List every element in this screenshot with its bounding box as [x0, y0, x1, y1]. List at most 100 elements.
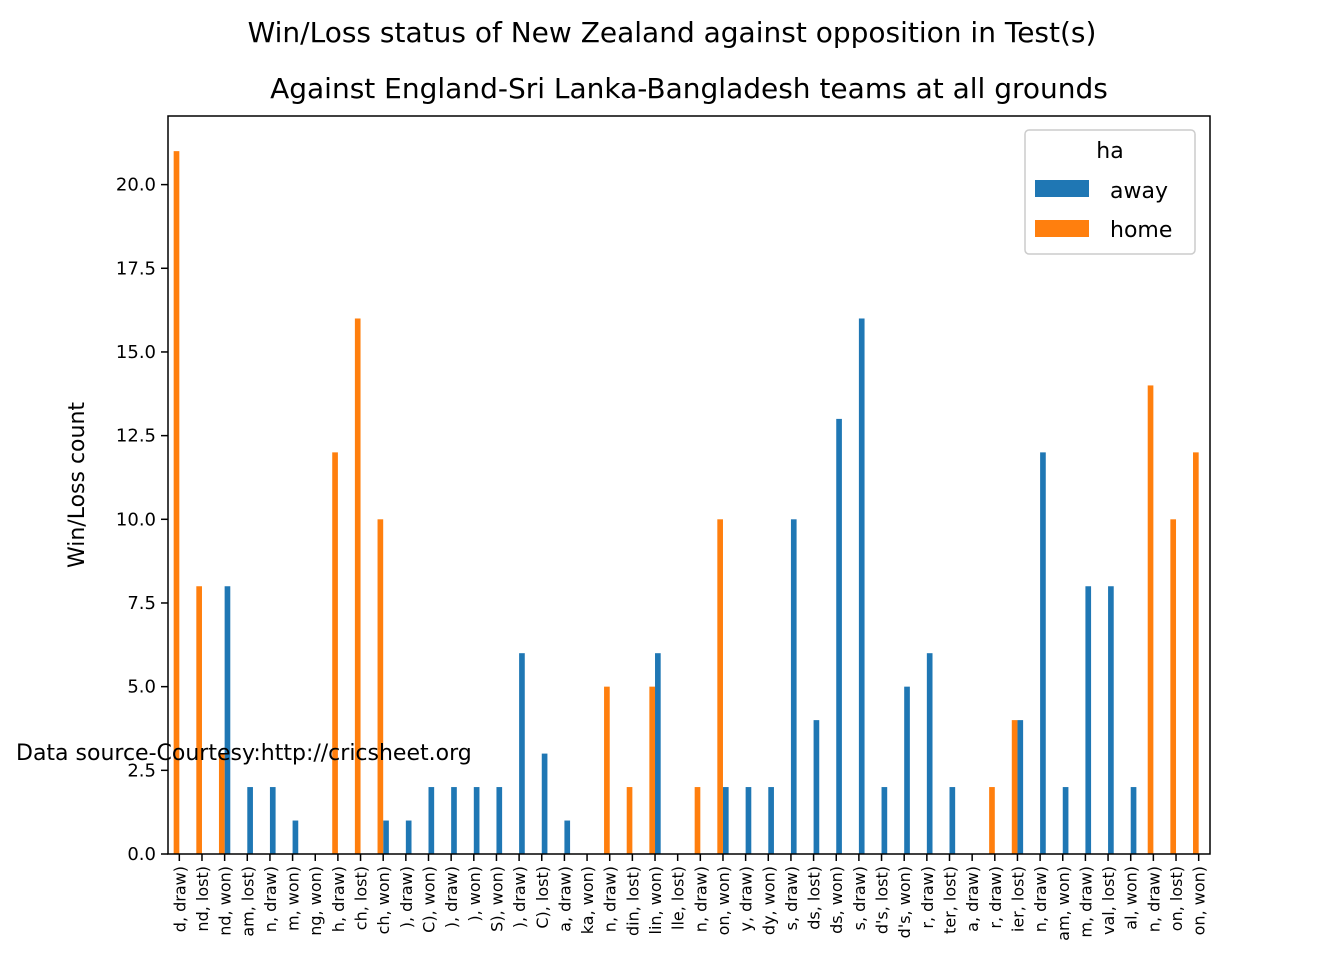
- y-tick-label-2: 5.0: [127, 677, 156, 698]
- x-tick-label-13: ), won): [465, 866, 484, 922]
- bar-home-0: [173, 151, 180, 855]
- bar-home-23: [694, 787, 701, 854]
- bar-home-19: [604, 686, 610, 854]
- x-tick-label-33: r, draw): [918, 866, 937, 929]
- x-tick-label-28: ds, lost): [805, 866, 824, 930]
- bar-away-38: [1040, 452, 1046, 854]
- x-tick-label-39: am, won): [1054, 866, 1073, 941]
- bar-away-4: [269, 787, 276, 854]
- legend-swatch-home: [1035, 220, 1089, 237]
- x-tick-label-42: al, won): [1122, 866, 1141, 930]
- bar-home-36: [989, 787, 995, 854]
- x-tick-label-27: s, draw): [782, 866, 801, 930]
- x-tick-label-0: d, draw): [170, 866, 189, 932]
- bar-away-15: [519, 653, 525, 854]
- x-tick-label-45: on, won): [1190, 866, 1209, 935]
- y-tick-label-7: 17.5: [116, 258, 156, 279]
- x-tick-label-38: n, draw): [1031, 866, 1050, 932]
- x-tick-label-2: nd, won): [216, 866, 235, 936]
- bar-away-2: [224, 586, 231, 854]
- x-tick-label-26: dy, won): [759, 866, 778, 935]
- x-tick-label-31: d's, lost): [873, 866, 892, 934]
- x-tick-label-19: n, draw): [601, 866, 620, 932]
- legend-label-away: away: [1110, 179, 1168, 204]
- x-tick-label-40: m, draw): [1076, 866, 1095, 938]
- x-tick-label-22: lle, lost): [669, 866, 688, 930]
- bar-away-33: [926, 653, 933, 854]
- bar-away-26: [768, 787, 774, 854]
- y-tick-label-5: 12.5: [116, 426, 156, 447]
- x-tick-label-20: din, lost): [623, 866, 642, 936]
- chart-subtitle: Against England-Sri Lanka-Bangladesh tea…: [270, 72, 1108, 105]
- y-tick-label-8: 20.0: [116, 175, 156, 196]
- x-tick-label-21: lin, won): [646, 866, 665, 934]
- x-tick-label-41: val, lost): [1099, 866, 1118, 935]
- bar-home-44: [1170, 519, 1177, 854]
- y-tick-label-0: 0.0: [127, 844, 156, 865]
- bar-away-12: [451, 787, 457, 854]
- legend-swatch-away: [1035, 180, 1089, 197]
- bar-home-7: [332, 452, 338, 854]
- y-tick-label-3: 7.5: [127, 593, 156, 614]
- legend: ha away home: [1024, 129, 1196, 255]
- x-tick-label-4: n, draw): [261, 866, 280, 932]
- x-axis: d, draw) nd, lost) nd, won) am, lost) n, dra…: [170, 854, 1209, 941]
- bar-away-17: [564, 820, 571, 854]
- x-tick-label-5: m, won): [284, 866, 303, 931]
- x-tick-label-34: ter, lost): [941, 866, 960, 934]
- bar-home-20: [626, 787, 633, 854]
- x-tick-label-44: on, lost): [1167, 866, 1186, 931]
- bar-home-9: [377, 519, 384, 854]
- x-tick-label-7: h, draw): [329, 866, 348, 932]
- y-axis-label: Win/Loss count: [65, 402, 90, 568]
- x-tick-label-37: ier, lost): [1008, 866, 1027, 932]
- x-tick-label-32: d's, won): [895, 866, 914, 938]
- bar-home-1: [196, 586, 202, 854]
- bar-away-21: [655, 653, 661, 854]
- bar-away-3: [247, 787, 253, 854]
- bar-away-24: [722, 787, 729, 854]
- x-tick-label-8: ch, lost): [352, 866, 371, 930]
- bar-away-30: [858, 318, 865, 854]
- x-tick-label-23: n, draw): [691, 866, 710, 932]
- bar-home-37: [1011, 720, 1018, 854]
- x-tick-label-3: am, lost): [238, 866, 257, 937]
- bar-away-25: [745, 787, 752, 854]
- x-tick-label-1: nd, lost): [193, 866, 212, 932]
- bar-away-32: [904, 686, 910, 854]
- legend-label-home: home: [1110, 218, 1172, 243]
- bar-away-28: [813, 720, 820, 854]
- bar-away-31: [881, 787, 888, 854]
- x-tick-label-17: a, draw): [555, 866, 574, 932]
- bar-home-8: [354, 318, 361, 854]
- bar-away-39: [1062, 787, 1069, 854]
- x-tick-label-15: ), draw): [510, 866, 529, 928]
- x-tick-label-10: ), draw): [397, 866, 416, 928]
- y-tick-label-6: 15.0: [116, 342, 156, 363]
- x-tick-label-35: a, draw): [963, 866, 982, 932]
- x-tick-label-30: s, draw): [850, 866, 869, 930]
- x-tick-label-11: C), won): [420, 866, 439, 933]
- data-source-annotation: Data source-Courtesy:http://cricsheet.or…: [16, 741, 472, 766]
- chart-title: Win/Loss status of New Zealand against o…: [248, 16, 1097, 49]
- x-tick-label-14: S), won): [487, 866, 506, 932]
- plot-frame: [167, 115, 1211, 855]
- bar-home-45: [1193, 452, 1199, 854]
- x-tick-label-25: y, draw): [737, 866, 756, 932]
- legend-title: ha: [1096, 139, 1123, 164]
- x-tick-label-16: C), lost): [533, 866, 552, 929]
- bar-away-34: [949, 787, 956, 854]
- bar-away-9: [383, 820, 389, 854]
- bar-home-2: [218, 753, 225, 854]
- x-tick-label-18: ka, won): [578, 866, 597, 934]
- x-tick-label-36: r, draw): [986, 866, 1005, 929]
- x-tick-label-12: ), draw): [442, 866, 461, 928]
- bar-away-13: [473, 787, 480, 854]
- x-tick-label-43: n, draw): [1144, 866, 1163, 932]
- bar-away-5: [292, 820, 299, 854]
- x-tick-label-29: ds, won): [827, 866, 846, 934]
- y-axis: 0.0 2.5 5.0 7.5 10.0 12.5 15.0 17.5 20.0: [116, 175, 168, 865]
- y-tick-label-1: 2.5: [127, 760, 156, 781]
- bar-away-14: [496, 787, 503, 854]
